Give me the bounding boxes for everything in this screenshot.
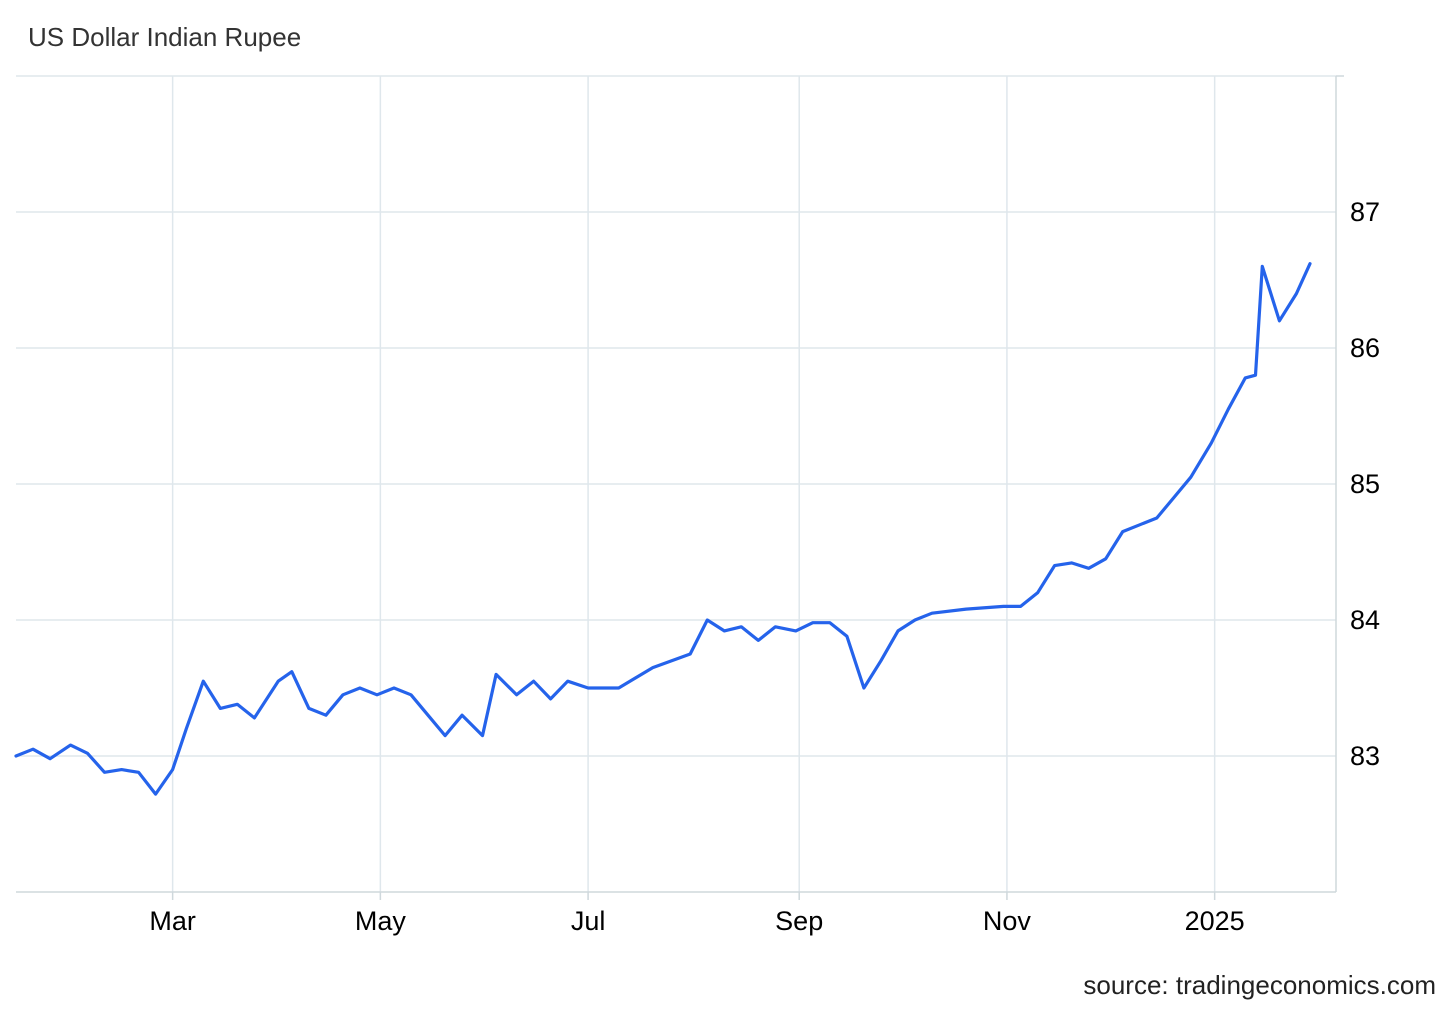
x-tick-label: May [355, 906, 407, 936]
source-credit: source: tradingeconomics.com [1083, 970, 1436, 1000]
x-tick-label: 2025 [1185, 906, 1245, 936]
y-tick-label: 83 [1350, 741, 1380, 771]
x-tick-label: Jul [571, 906, 606, 936]
price-line [14, 262, 1312, 796]
x-tick-label: Nov [983, 906, 1032, 936]
y-tick-label: 84 [1350, 605, 1380, 635]
y-tick-label: 86 [1350, 333, 1380, 363]
y-tick-label: 87 [1350, 197, 1380, 227]
x-tick-label: Sep [775, 906, 823, 936]
chart-title: US Dollar Indian Rupee [28, 22, 302, 52]
y-tick-label: 85 [1350, 469, 1380, 499]
x-tick-label: Mar [149, 906, 196, 936]
